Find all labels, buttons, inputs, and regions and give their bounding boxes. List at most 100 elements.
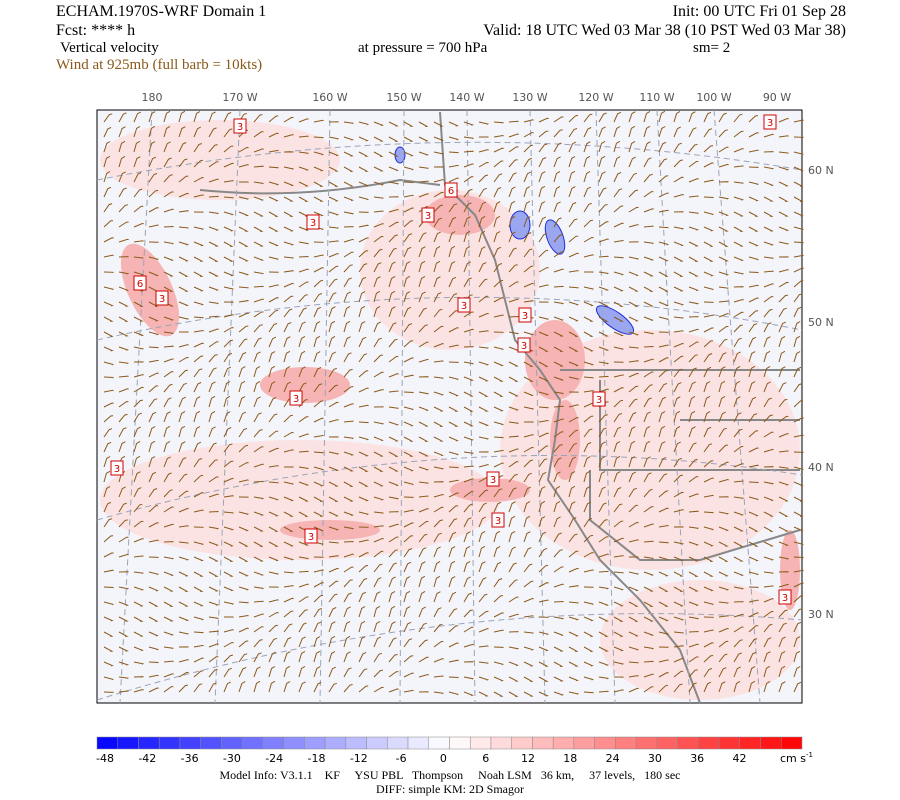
colorbar-label: -48: [96, 752, 114, 765]
contour-label: 3: [425, 211, 431, 222]
wind-label: Wind at 925mb (full barb = 10kts): [56, 57, 262, 73]
contour-label: 3: [490, 475, 496, 486]
diff-info: DIFF: simple KM: 2D Smagor: [376, 782, 524, 796]
field-name: Vertical velocity: [60, 40, 159, 56]
colorbar-box: [511, 736, 533, 750]
colorbar-box: [698, 736, 720, 750]
colorbar-box: [739, 736, 761, 750]
init-time: Init: 00 UTC Fri 01 Sep 28: [673, 3, 846, 20]
title: ECHAM.1970S-WRF Domain 1: [56, 3, 266, 20]
negative-areas: [394, 146, 635, 335]
longitude-label: 110 W: [639, 91, 674, 104]
contour-label-box: [155, 290, 169, 306]
contour-label-box: [444, 182, 458, 198]
colorbar-box: [304, 736, 326, 750]
colorbar-label: 12: [521, 752, 535, 765]
colorbar-label: -12: [350, 752, 368, 765]
contour-label: 3: [767, 118, 773, 129]
valid-time: Valid: 18 UTC Wed 03 Mar 38 (10 PST Wed …: [483, 22, 846, 39]
barb-field: [103, 110, 805, 697]
colorbar-box: [781, 736, 803, 750]
colorbar-box: [200, 736, 222, 750]
contour-label-box: [133, 275, 147, 291]
contour-label-box: [233, 118, 247, 134]
longitude-label: 100 W: [696, 91, 731, 104]
smoothing: sm= 2: [693, 40, 730, 56]
contour-label: 3: [596, 395, 602, 406]
colorbar-label: -18: [308, 752, 326, 765]
contour-label-box: [518, 307, 532, 323]
contour-label-box: [517, 337, 531, 353]
model-info: Model Info: V3.1.1 KF YSU PBL Thompson N…: [220, 768, 681, 782]
colorbar-box: [387, 736, 409, 750]
contour-label-box: [491, 512, 505, 528]
longitude-label: 130 W: [512, 91, 547, 104]
contour-label: 3: [782, 593, 788, 604]
colorbar-label: 36: [690, 752, 704, 765]
colorbar-box: [345, 736, 367, 750]
contour-label-box: [304, 528, 318, 544]
contour-label-box: [778, 589, 792, 605]
colorbar-box: [241, 736, 264, 750]
map: 3 3 6 3 3 6 3 3 3 3 3 3 3 3 3 3 3 180 170 W 160 W 150 W 140 …: [96, 91, 834, 704]
latitude-label: 50 N: [808, 316, 834, 329]
longitude-label: 90 W: [763, 91, 791, 104]
contour-label: 3: [522, 311, 528, 322]
colorbar-box: [283, 736, 305, 750]
longitude-label: 120 W: [578, 91, 613, 104]
colorbar-box: [366, 736, 388, 750]
colorbar-label: 24: [606, 752, 620, 765]
colorbar-label: -30: [223, 752, 241, 765]
contour-label: 3: [461, 301, 467, 312]
colorbar-label: -42: [138, 752, 156, 765]
contour-label-box: [486, 471, 500, 487]
latitude-label: 60 N: [808, 164, 834, 177]
colorbar-label: -36: [181, 752, 199, 765]
forecast-hour: Fcst: **** h: [56, 22, 135, 39]
contour-label-box: [457, 297, 471, 313]
contour-label: 3: [308, 532, 314, 543]
colorbar-box: [428, 736, 450, 750]
colorbar-box: [221, 736, 243, 750]
contour-label-box: [289, 390, 303, 406]
colorbar: -48 -42 -36 -30 -24 -18 -12 -6 0 6 12 18 24 30 36 42: [96, 736, 803, 765]
colorbar-box: [179, 736, 201, 750]
contour-label: 3: [310, 218, 316, 229]
contour-label: 3: [293, 394, 299, 405]
contour-label-box: [763, 114, 777, 130]
colorbar-label: 0: [440, 752, 447, 765]
contour-label: 6: [448, 186, 454, 197]
colorbar-box: [594, 736, 616, 750]
colorbar-box: [262, 736, 284, 750]
contour-label: 3: [159, 294, 165, 305]
colorbar-box: [449, 736, 471, 750]
colorbar-label: 6: [482, 752, 489, 765]
contour-label-box: [110, 460, 124, 476]
colorbar-box: [656, 736, 678, 750]
colorbar-label: -24: [265, 752, 283, 765]
longitude-label: 140 W: [449, 91, 484, 104]
colorbar-box: [552, 736, 575, 750]
colorbar-box: [407, 736, 430, 750]
colorbar-box: [324, 736, 347, 750]
colorbar-unit: cm s-1: [780, 751, 813, 765]
contour-label: 3: [237, 122, 243, 133]
colorbar-box: [615, 736, 637, 750]
colorbar-label: -6: [396, 752, 407, 765]
latitude-label: 30 N: [808, 608, 834, 621]
colorbar-box: [573, 736, 595, 750]
colorbar-box: [117, 736, 139, 750]
wind-barbs: [103, 110, 805, 697]
contour-label-box: [592, 391, 606, 407]
colorbar-label: 42: [733, 752, 747, 765]
colorbar-box: [96, 736, 118, 750]
contour-label-box: [421, 207, 435, 223]
longitude-label: 160 W: [312, 91, 347, 104]
colorbar-box: [760, 736, 782, 750]
pressure-level: at pressure = 700 hPa: [358, 40, 488, 56]
colorbar-box: [677, 736, 699, 750]
contour-label: 6: [137, 279, 143, 290]
longitude-label: 150 W: [386, 91, 421, 104]
colorbar-box: [469, 736, 492, 750]
contour-label: 3: [114, 464, 120, 475]
